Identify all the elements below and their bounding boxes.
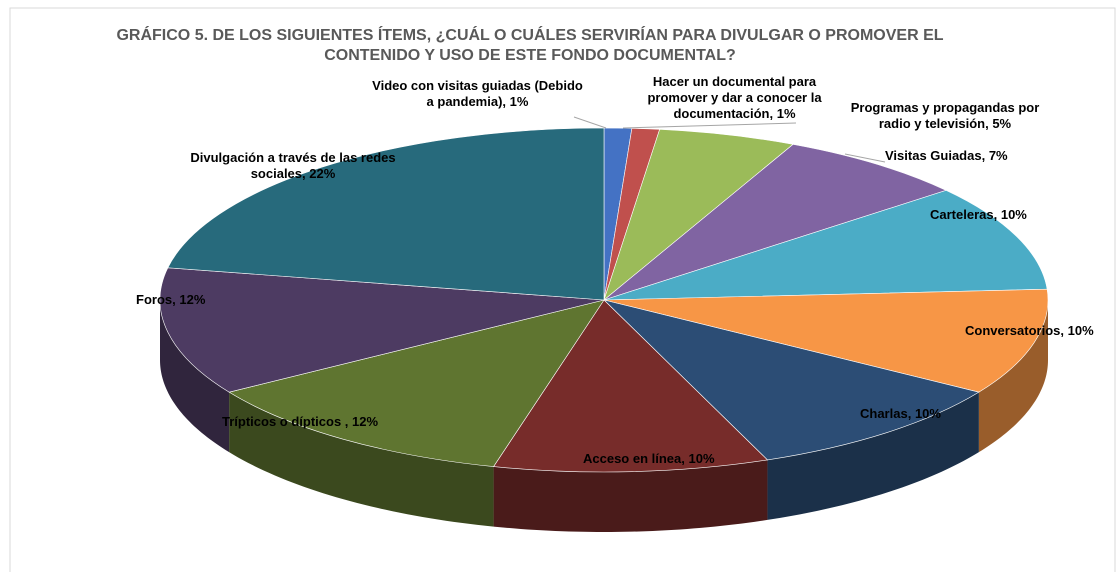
label-value: 10% (1067, 323, 1094, 338)
data-label: Trípticos o dípticos , 12% (222, 414, 422, 430)
leader-line (622, 122, 797, 129)
slice (493, 299, 769, 473)
label-value: 1% (509, 94, 529, 109)
pie (159, 127, 1049, 532)
label-value: 10% (688, 451, 715, 466)
slice-side (493, 459, 768, 532)
slice (603, 190, 1048, 301)
slice (167, 127, 605, 301)
label-category: Video con visitas guiadas (Debido a pand… (372, 78, 583, 109)
leader-line (844, 153, 886, 163)
label-value: 12% (179, 292, 206, 307)
slice (603, 144, 947, 301)
label-value: 10% (1000, 207, 1027, 222)
label-category: Trípticos o dípticos , (222, 414, 349, 429)
data-label: Hacer un documental para promover y dar … (632, 74, 837, 122)
label-category: Acceso en línea, (583, 451, 685, 466)
label-category: Foros, (136, 292, 176, 307)
data-label: Acceso en línea, 10% (583, 451, 763, 467)
data-label: Carteleras, 10% (930, 207, 1070, 223)
slice (228, 299, 605, 467)
label-category: Visitas Guiadas, (885, 148, 986, 163)
label-value: 10% (914, 406, 941, 421)
label-value: 22% (309, 166, 336, 181)
label-value: 5% (992, 116, 1012, 131)
label-category: Charlas, (860, 406, 912, 421)
label-category: Carteleras, (930, 207, 998, 222)
chart-title: GRÁFICO 5. DE LOS SIGUIENTES ÍTEMS, ¿CUÁ… (116, 27, 944, 64)
data-label: Video con visitas guiadas (Debido a pand… (370, 78, 585, 110)
slice-side (229, 392, 494, 527)
slice-side (978, 300, 1048, 453)
label-value: 7% (988, 148, 1008, 163)
data-label: Visitas Guiadas, 7% (885, 148, 1025, 164)
label-value: 1% (776, 106, 796, 121)
label-value: 12% (352, 414, 379, 429)
slice (603, 299, 980, 461)
slice-side (767, 392, 979, 520)
frame (9, 7, 1116, 572)
data-label: Charlas, 10% (860, 406, 980, 422)
label-category: Divulgación a través de las redes social… (190, 150, 396, 181)
slice (159, 267, 605, 393)
leader-line (573, 116, 607, 129)
slice (603, 288, 1049, 393)
slice-side (160, 300, 230, 453)
label-category: Programas y propagandas por radio y tele… (850, 100, 1040, 131)
data-label: Programas y propagandas por radio y tele… (845, 100, 1045, 132)
data-label: Conversatorios, 10% (965, 323, 1116, 339)
data-label: Foros, 12% (136, 292, 236, 308)
data-label: Divulgación a través de las redes social… (178, 150, 408, 182)
label-category: Conversatorios, (965, 323, 1064, 338)
label-category: Hacer un documental para promover y dar … (647, 74, 822, 121)
